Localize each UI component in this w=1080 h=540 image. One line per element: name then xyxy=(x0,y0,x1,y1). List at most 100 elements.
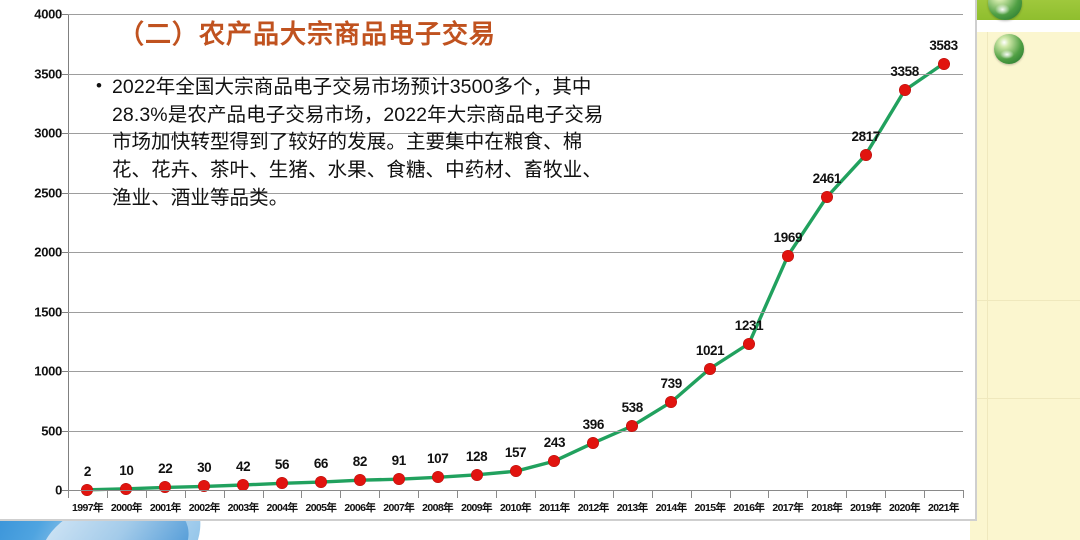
x-axis-tick-label: 2001年 xyxy=(149,502,181,514)
y-axis-tick-label: 3000 xyxy=(34,125,62,141)
data-point xyxy=(510,465,521,477)
bullet-text: 2022年全国大宗商品电子交易市场预计3500多个，其中28.3%是农产品电子交… xyxy=(111,76,604,209)
data-label: 3583 xyxy=(929,37,958,53)
x-axis-tick xyxy=(807,490,809,498)
x-axis-tick xyxy=(301,490,303,498)
data-label: 82 xyxy=(352,454,368,470)
data-point xyxy=(315,476,327,488)
x-axis-tick-label: 2008年 xyxy=(422,502,454,514)
page-title: （二）农产品大宗商品电子交易 xyxy=(118,19,497,49)
x-axis xyxy=(68,490,964,502)
water-droplet-icon xyxy=(994,34,1024,64)
data-label: 128 xyxy=(465,448,488,464)
data-point xyxy=(899,84,911,96)
y-axis-tick-label: 2000 xyxy=(34,244,62,260)
data-point xyxy=(665,396,677,408)
x-axis-tick xyxy=(145,490,147,498)
y-axis-tick-label: 0 xyxy=(55,482,62,498)
cream-side-panel xyxy=(970,0,1080,540)
x-axis-tick xyxy=(651,490,653,498)
x-axis-tick xyxy=(885,490,887,498)
data-label: 2461 xyxy=(812,171,842,187)
x-axis-tick-label: 2002年 xyxy=(188,502,220,514)
x-axis-tick xyxy=(690,490,692,498)
x-axis-tick xyxy=(184,490,186,498)
data-point xyxy=(276,477,288,489)
y-axis-tick xyxy=(62,490,69,491)
data-point xyxy=(743,338,755,349)
x-axis-tick xyxy=(963,490,964,498)
gridline xyxy=(68,371,963,372)
gridline xyxy=(68,133,963,134)
y-axis-tick-label: 4000 xyxy=(34,6,62,22)
data-label: 56 xyxy=(274,457,290,473)
y-axis-tick-label: 3500 xyxy=(34,66,62,81)
gridline xyxy=(68,192,963,194)
x-axis-tick-label: 2017年 xyxy=(772,502,804,514)
y-axis-tick-label: 500 xyxy=(41,423,62,438)
y-axis-tick xyxy=(62,73,69,75)
x-axis-tick xyxy=(534,490,536,498)
x-axis-tick-label: 1997年 xyxy=(72,502,103,514)
y-axis-labels: 0 500 1000 1500 2000 2500 3000 3500 4000 xyxy=(0,7,69,498)
y-axis-tick xyxy=(62,371,69,372)
data-point xyxy=(120,483,132,495)
data-label: 107 xyxy=(427,451,449,467)
data-point xyxy=(432,471,444,483)
data-label: 10 xyxy=(119,462,134,478)
x-axis-line xyxy=(68,490,963,491)
x-axis-tick xyxy=(418,490,420,498)
data-point xyxy=(548,455,560,467)
x-axis-tick-label: 2010年 xyxy=(499,502,531,514)
data-point xyxy=(860,149,872,161)
data-point xyxy=(782,250,794,262)
gridline xyxy=(68,252,963,253)
x-axis-tick-label: 2013年 xyxy=(616,502,648,514)
data-point xyxy=(938,58,950,70)
gridline xyxy=(68,73,963,75)
x-axis-tick xyxy=(340,490,342,498)
x-axis-tick-label: 2000年 xyxy=(110,502,142,514)
x-axis-tick xyxy=(106,490,108,498)
data-point xyxy=(821,191,833,203)
data-point xyxy=(159,481,171,493)
bullet-block: • 2022年全国大宗商品电子交易市场预计3500多个，其中28.3%是农产品电… xyxy=(96,74,616,212)
data-point xyxy=(198,480,210,492)
data-label: 2817 xyxy=(851,128,880,144)
x-axis-tick-label: 2020年 xyxy=(889,502,920,514)
x-axis-tick-label: 2012年 xyxy=(577,502,609,514)
cream-panel-divider xyxy=(970,398,1080,399)
green-accent-band xyxy=(970,0,1080,20)
y-axis-tick xyxy=(62,311,69,313)
data-point xyxy=(354,474,366,486)
data-label: 1969 xyxy=(773,229,803,245)
x-axis-tick-label: 2014年 xyxy=(655,502,687,514)
data-point xyxy=(81,484,93,496)
y-axis-tick xyxy=(62,430,69,432)
panel-gap xyxy=(970,20,1080,32)
x-axis-tick xyxy=(768,490,770,498)
y-axis-tick xyxy=(62,133,69,134)
data-label: 30 xyxy=(197,460,212,476)
x-axis-tick xyxy=(846,490,848,498)
x-axis-tick-label: 2011年 xyxy=(539,502,570,514)
data-label: 91 xyxy=(391,453,407,469)
data-point xyxy=(237,479,249,491)
x-axis-tick xyxy=(262,490,264,498)
data-label: 3358 xyxy=(890,64,919,80)
x-axis-tick-label: 2006年 xyxy=(344,502,376,514)
data-point xyxy=(393,473,405,485)
x-axis-tick xyxy=(457,490,459,498)
bullet-marker: • xyxy=(96,76,102,95)
x-axis-tick xyxy=(223,490,225,498)
x-axis-labels: 1997年 2000年 2001年 2002年 2003年 2004年 2005年 2006年… xyxy=(68,500,963,518)
x-axis-tick-label: 2019年 xyxy=(850,502,881,514)
data-label: 22 xyxy=(158,461,173,477)
x-axis-tick xyxy=(729,490,731,498)
y-axis-tick-label: 2500 xyxy=(34,185,62,200)
data-label: 66 xyxy=(313,456,329,472)
x-axis-tick-label: 2003年 xyxy=(227,502,259,514)
data-point xyxy=(704,363,716,374)
x-axis-tick-label: 2015年 xyxy=(694,502,726,514)
x-axis-tick-label: 2021年 xyxy=(927,502,959,514)
